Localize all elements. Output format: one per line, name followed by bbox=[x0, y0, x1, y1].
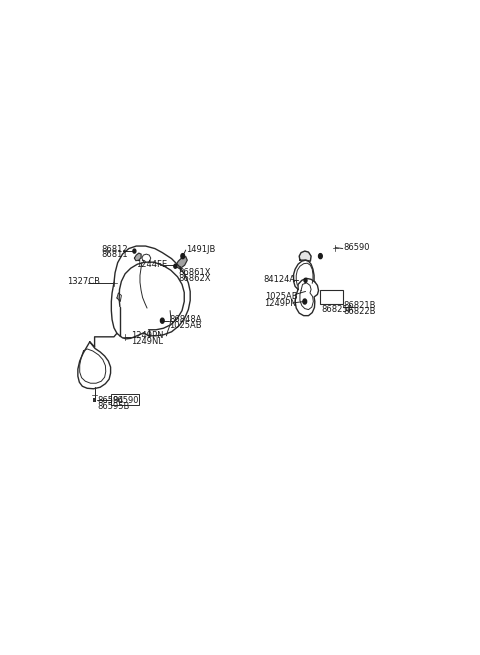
Bar bbox=[93, 398, 96, 402]
Text: 86825A: 86825A bbox=[322, 305, 354, 314]
Text: 84124A: 84124A bbox=[264, 275, 296, 284]
Text: 1025AB: 1025AB bbox=[264, 292, 297, 301]
Circle shape bbox=[319, 253, 322, 259]
Text: 86861X: 86861X bbox=[178, 269, 211, 277]
Text: 86862X: 86862X bbox=[178, 274, 211, 284]
Text: 86594: 86594 bbox=[97, 396, 124, 405]
Text: 1244FE: 1244FE bbox=[136, 260, 168, 269]
Text: 1249PN: 1249PN bbox=[264, 299, 296, 308]
Circle shape bbox=[174, 264, 177, 269]
Circle shape bbox=[133, 249, 136, 253]
Circle shape bbox=[303, 299, 307, 304]
Text: 86811: 86811 bbox=[102, 250, 128, 259]
Polygon shape bbox=[175, 257, 187, 269]
Text: 86848A: 86848A bbox=[169, 314, 202, 324]
Text: 1491JB: 1491JB bbox=[186, 244, 216, 253]
Text: 1025AB: 1025AB bbox=[169, 321, 202, 329]
Text: 86590: 86590 bbox=[344, 243, 370, 252]
Text: 86595B: 86595B bbox=[97, 402, 130, 411]
Text: 86822B: 86822B bbox=[344, 307, 376, 316]
Text: 1249NL: 1249NL bbox=[132, 337, 163, 346]
Text: 86812: 86812 bbox=[102, 244, 128, 253]
Circle shape bbox=[181, 253, 185, 259]
Polygon shape bbox=[134, 253, 141, 261]
Text: 1327CB: 1327CB bbox=[67, 277, 100, 286]
Polygon shape bbox=[299, 251, 311, 261]
Circle shape bbox=[160, 318, 164, 323]
Text: 86821B: 86821B bbox=[344, 301, 376, 310]
Circle shape bbox=[304, 278, 307, 282]
Bar bbox=[321, 290, 343, 304]
Text: 1249PN: 1249PN bbox=[132, 331, 164, 340]
Text: 86590: 86590 bbox=[112, 396, 139, 405]
